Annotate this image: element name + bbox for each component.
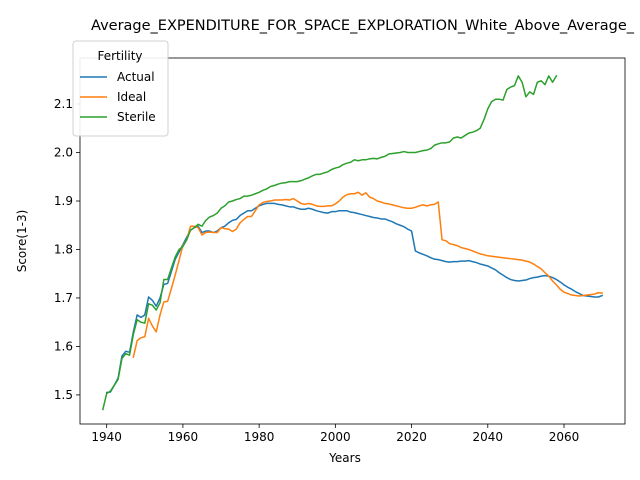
series-line-sterile xyxy=(101,74,558,411)
legend-title: Fertility xyxy=(97,49,142,63)
axes xyxy=(79,57,626,425)
series-line-actual xyxy=(105,202,604,394)
y-axis-ticks: 1.5 1.6 1.7 1.8 1.9 2.0 2.1 xyxy=(54,97,80,402)
y-tick-label: 1.7 xyxy=(54,291,73,305)
x-tick-label: 2000 xyxy=(320,430,351,444)
x-tick-label: 2040 xyxy=(473,430,504,444)
legend: Fertility Actual Ideal Sterile xyxy=(72,40,169,137)
x-tick-label: 2060 xyxy=(549,430,580,444)
x-tick-label: 1980 xyxy=(244,430,275,444)
x-tick-label: 2020 xyxy=(396,430,427,444)
y-tick-label: 2.0 xyxy=(54,146,73,160)
x-axis-label: Years xyxy=(328,451,361,465)
legend-box xyxy=(72,40,169,137)
y-tick-label: 1.8 xyxy=(54,242,73,256)
y-tick-label: 1.5 xyxy=(54,388,73,402)
y-axis-label: Score(1-3) xyxy=(15,210,29,273)
x-axis-ticks: 1940 1960 1980 2000 2020 2040 2060 xyxy=(91,424,579,444)
series-line-ideal xyxy=(132,191,603,358)
legend-items: Actual Ideal Sterile xyxy=(80,70,156,124)
series-lines xyxy=(101,74,604,411)
legend-label-actual: Actual xyxy=(117,70,155,84)
legend-label-sterile: Sterile xyxy=(117,110,156,124)
chart-title: Average_EXPENDITURE_FOR_SPACE_EXPLORATIO… xyxy=(91,18,635,34)
y-tick-label: 1.6 xyxy=(54,339,73,353)
axes-frame xyxy=(79,57,626,425)
x-tick-label: 1940 xyxy=(91,430,122,444)
y-tick-label: 2.1 xyxy=(54,97,73,111)
y-tick-label: 1.9 xyxy=(54,194,73,208)
x-tick-label: 1960 xyxy=(168,430,199,444)
legend-label-ideal: Ideal xyxy=(117,90,146,104)
